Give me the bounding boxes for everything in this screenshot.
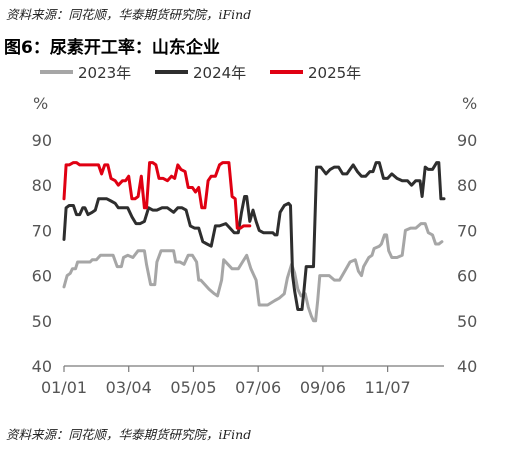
y-tick-right-90: 90 xyxy=(457,131,477,150)
legend-label-1: 2024年 xyxy=(193,64,246,82)
legend: 2023年 2024年 2025年 xyxy=(40,64,361,82)
y-tick-right-60: 60 xyxy=(457,267,477,286)
y-tick-left-60: 60 xyxy=(32,267,52,286)
x-tick-label-5: 11/07 xyxy=(365,378,411,397)
x-tick-label-2: 05/05 xyxy=(170,378,216,397)
legend-label-0: 2023年 xyxy=(78,64,131,82)
y-tick-left-90: 90 xyxy=(32,131,52,150)
legend-label-2: 2025年 xyxy=(308,64,361,82)
y-tick-left-80: 80 xyxy=(32,176,52,195)
x-tick-label-0: 01/01 xyxy=(41,378,87,397)
y-axis-left: 40 50 60 70 80 90 xyxy=(32,131,52,376)
line-chart: 2023年 2024年 2025年 % % 40 50 60 70 80 90 40 50 60 7… xyxy=(32,64,478,397)
series-line-0 xyxy=(62,222,444,323)
y-tick-left-50: 50 xyxy=(32,312,52,331)
source-note-bottom: 资料来源：同花顺，华泰期货研究院，iFind xyxy=(6,427,252,442)
series-group xyxy=(62,161,446,323)
y-axis-label-right: % xyxy=(462,94,477,113)
series-line-2 xyxy=(62,161,252,230)
x-tick-label-1: 03/04 xyxy=(106,378,152,397)
x-tick-label-4: 09/06 xyxy=(300,378,346,397)
y-tick-right-40: 40 xyxy=(457,357,477,376)
y-tick-right-70: 70 xyxy=(457,221,477,240)
y-tick-right-50: 50 xyxy=(457,312,477,331)
y-tick-left-70: 70 xyxy=(32,221,52,240)
source-note-top: 资料来源：同花顺，华泰期货研究院，iFind xyxy=(6,7,252,22)
y-tick-left-40: 40 xyxy=(32,357,52,376)
chart-title: 图6：尿素开工率：山东企业 xyxy=(4,38,220,58)
x-axis: 01/01 03/04 05/05 07/06 09/06 11/07 xyxy=(41,366,411,397)
y-axis-right: 40 50 60 70 80 90 xyxy=(457,131,477,376)
y-tick-right-80: 80 xyxy=(457,176,477,195)
x-tick-label-3: 07/06 xyxy=(235,378,281,397)
y-axis-label-left: % xyxy=(33,94,48,113)
series-line-1 xyxy=(62,161,446,311)
